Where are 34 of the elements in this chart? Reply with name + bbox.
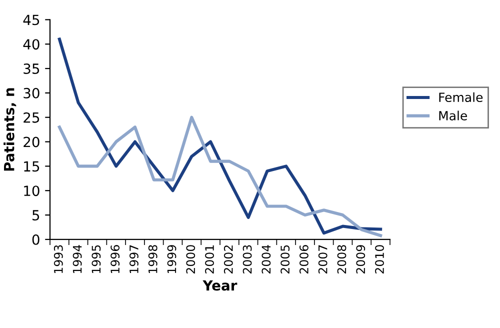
y-tick-label: 45 <box>23 14 40 26</box>
x-tick-label: 2008 <box>337 245 346 274</box>
y-tick-label: 0 <box>32 234 40 245</box>
x-tick-label: 1995 <box>92 245 101 274</box>
x-tick-label: 1994 <box>72 244 82 274</box>
legend-label: Female <box>439 92 483 102</box>
x-tick-label: 2005 <box>280 245 290 274</box>
x-axis-title: Year <box>202 280 238 291</box>
x-tick-label: 2001 <box>205 245 214 274</box>
y-axis-title: Patients, n <box>4 88 16 171</box>
x-tick-label: 2003 <box>242 245 252 274</box>
x-tick-label: 1996 <box>110 245 120 274</box>
line-series <box>58 116 382 238</box>
x-tick-label: 2010 <box>375 245 384 274</box>
y-tick-label: 20 <box>24 136 40 148</box>
x-tick-label: 2009 <box>356 245 366 274</box>
y-tick-label: 30 <box>24 88 40 98</box>
x-tick-label: 1997 <box>129 245 138 274</box>
y-tick-label: 5 <box>32 210 40 220</box>
x-tick-label: 2000 <box>186 245 196 274</box>
y-tick-label: 10 <box>24 186 40 196</box>
y-tick-label: 40 <box>23 39 40 50</box>
x-tick-label: 2002 <box>224 245 233 274</box>
x-tick-label: 1993 <box>54 245 63 274</box>
x-tick-label: 2006 <box>299 245 308 274</box>
x-tick-label: 2007 <box>318 245 328 274</box>
legend-label: Male <box>439 110 467 120</box>
x-tick-label: 1998 <box>148 245 158 274</box>
line-series <box>58 38 382 235</box>
x-tick-label: 2004 <box>262 244 271 274</box>
x-tick-label: 1999 <box>167 245 176 274</box>
y-tick-label: 15 <box>24 161 40 172</box>
y-tick-label: 25 <box>24 112 40 123</box>
y-tick-label: 35 <box>24 63 40 74</box>
